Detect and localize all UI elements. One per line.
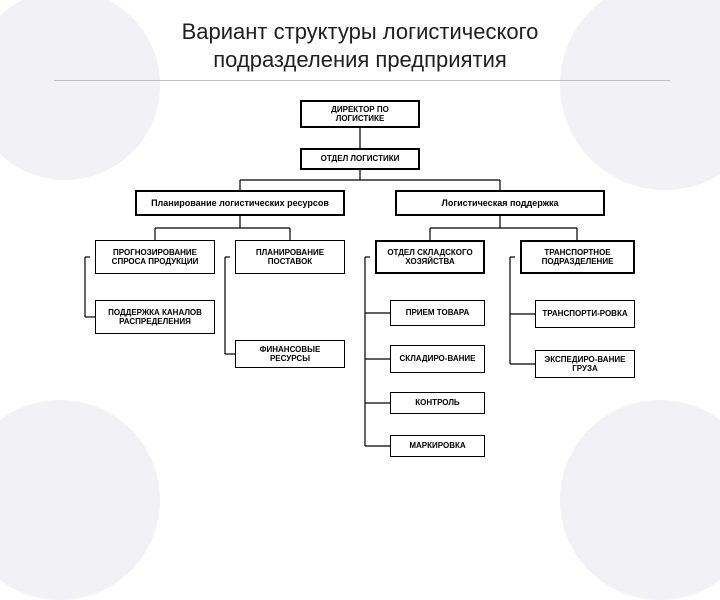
label-control: КОНТРОЛЬ xyxy=(415,398,459,407)
node-planning: Планирование логистических ресурсов xyxy=(135,190,345,216)
page-title: Вариант структуры логистического подразд… xyxy=(0,18,720,73)
label-dept: ОТДЕЛ ЛОГИСТИКИ xyxy=(321,154,400,163)
label-transport: ТРАНСПОРТНОЕ ПОДРАЗДЕЛЕНИЕ xyxy=(526,248,629,266)
node-storage: СКЛАДИРО-ВАНИЕ xyxy=(390,345,485,373)
node-supplyplan: ПЛАНИРОВАНИЕ ПОСТАВОК xyxy=(235,240,345,274)
label-receive: ПРИЕМ ТОВАРА xyxy=(406,308,470,317)
node-control: КОНТРОЛЬ xyxy=(390,392,485,414)
node-channels: ПОДДЕРЖКА КАНАЛОВ РАСПРЕДЕЛЕНИЯ xyxy=(95,300,215,334)
label-storage: СКЛАДИРО-ВАНИЕ xyxy=(400,354,476,363)
title-line-2: подразделения предприятия xyxy=(213,47,507,72)
node-receive: ПРИЕМ ТОВАРА xyxy=(390,300,485,326)
label-forward: ЭКСПЕДИРО-ВАНИЕ ГРУЗА xyxy=(540,355,630,373)
label-director: ДИРЕКТОР ПО ЛОГИСТИКЕ xyxy=(306,105,414,123)
title-underline xyxy=(54,80,670,81)
label-warehouse: ОТДЕЛ СКЛАДСКОГО ХОЗЯЙСТВА xyxy=(381,248,479,266)
node-transp2: ТРАНСПОРТИ-РОВКА xyxy=(535,300,635,328)
node-warehouse: ОТДЕЛ СКЛАДСКОГО ХОЗЯЙСТВА xyxy=(375,240,485,274)
node-support: Логистическая поддержка xyxy=(395,190,605,216)
node-forecast: ПРОГНОЗИРОВАНИЕ СПРОСА ПРОДУКЦИИ xyxy=(95,240,215,274)
node-marking: МАРКИРОВКА xyxy=(390,435,485,457)
node-dept: ОТДЕЛ ЛОГИСТИКИ xyxy=(300,148,420,170)
node-forward: ЭКСПЕДИРО-ВАНИЕ ГРУЗА xyxy=(535,350,635,378)
label-marking: МАРКИРОВКА xyxy=(409,441,465,450)
label-channels: ПОДДЕРЖКА КАНАЛОВ РАСПРЕДЕЛЕНИЯ xyxy=(100,308,210,326)
node-director: ДИРЕКТОР ПО ЛОГИСТИКЕ xyxy=(300,100,420,128)
label-finres: ФИНАНСОВЫЕ РЕСУРСЫ xyxy=(240,345,340,363)
org-chart: ДИРЕКТОР ПО ЛОГИСТИКЕ ОТДЕЛ ЛОГИСТИКИ Пл… xyxy=(0,90,720,540)
label-transp2: ТРАНСПОРТИ-РОВКА xyxy=(542,309,627,318)
node-finres: ФИНАНСОВЫЕ РЕСУРСЫ xyxy=(235,340,345,368)
node-transport: ТРАНСПОРТНОЕ ПОДРАЗДЕЛЕНИЕ xyxy=(520,240,635,274)
label-support: Логистическая поддержка xyxy=(442,198,559,208)
label-planning: Планирование логистических ресурсов xyxy=(151,198,329,208)
label-supplyplan: ПЛАНИРОВАНИЕ ПОСТАВОК xyxy=(240,248,340,266)
title-line-1: Вариант структуры логистического xyxy=(182,19,539,44)
label-forecast: ПРОГНОЗИРОВАНИЕ СПРОСА ПРОДУКЦИИ xyxy=(100,248,210,266)
